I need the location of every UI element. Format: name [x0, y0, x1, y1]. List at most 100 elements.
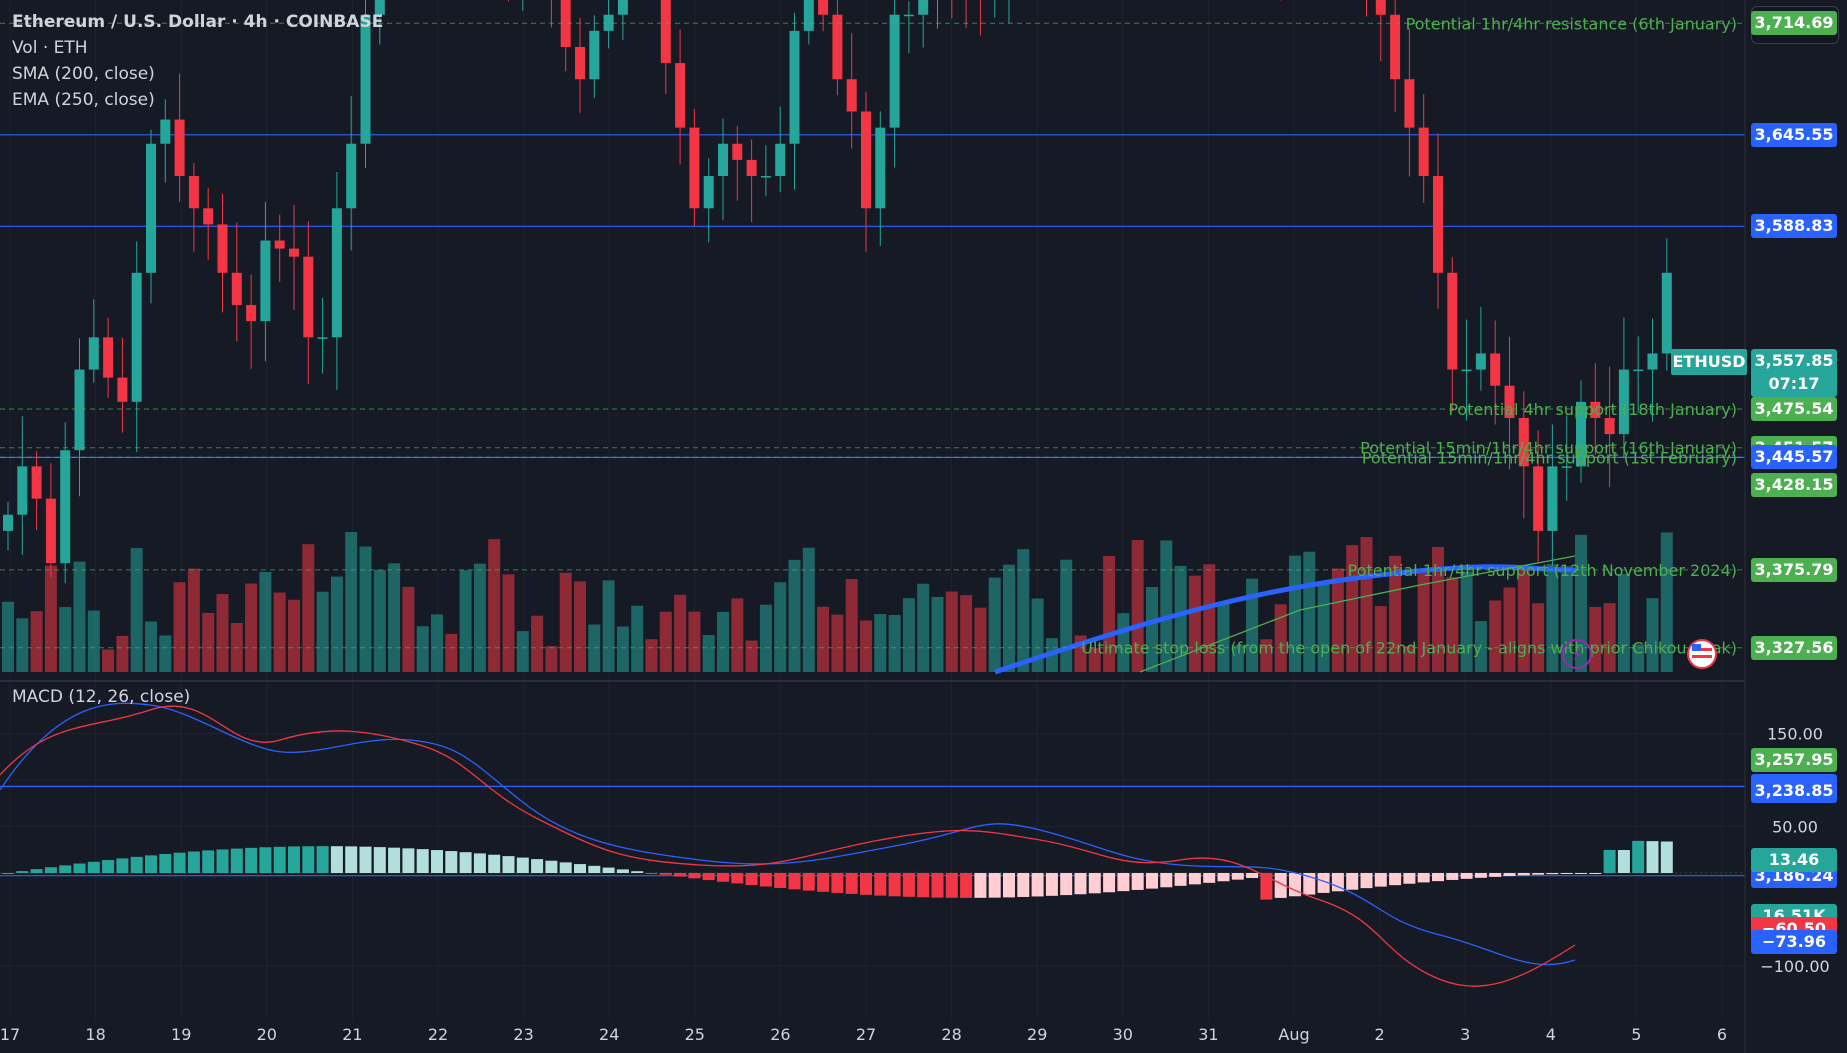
volume-bar	[1489, 600, 1502, 672]
current-price-tag: 3,557.85 07:17	[1751, 349, 1837, 397]
candle-body	[331, 208, 342, 338]
candle-body	[560, 0, 571, 47]
volume-bar	[1003, 564, 1015, 672]
candle-body	[689, 127, 700, 209]
macd-histogram-bar	[1460, 873, 1473, 879]
macd-histogram-bar	[2, 873, 14, 874]
volume-bar	[16, 618, 29, 672]
volume-bar	[1660, 532, 1673, 672]
candle-body	[60, 450, 71, 564]
volume-bar	[502, 574, 515, 672]
macd-histogram-bar	[373, 847, 386, 873]
macd-histogram-bar	[688, 873, 701, 879]
volume-bar	[1060, 559, 1073, 672]
candle-body	[1661, 272, 1672, 354]
macd-histogram-bar	[874, 873, 887, 896]
macd-histogram-bar	[1303, 873, 1316, 895]
volume-bar	[917, 583, 930, 672]
annotation-text: Potential 1hr/4hr resistance (6th Januar…	[1406, 14, 1737, 33]
ema-legend[interactable]: EMA (250, close)	[12, 90, 155, 110]
candle-body	[174, 119, 185, 177]
volume-bar	[302, 544, 315, 672]
macd-histogram-bar	[945, 873, 958, 898]
macd-histogram-bar	[1045, 873, 1058, 896]
time-tick: 22	[428, 1025, 448, 1044]
volume-bar	[330, 576, 343, 672]
macd-histogram-bar	[1403, 873, 1416, 884]
price-tag: 3,327.56	[1751, 635, 1837, 660]
macd-legend[interactable]: MACD (12, 26, close)	[12, 687, 191, 707]
volume-bar	[159, 635, 172, 672]
volume-bar	[1575, 534, 1587, 672]
volume-bar	[1217, 601, 1230, 672]
macd-histogram-bar	[316, 846, 329, 873]
macd-histogram-bar	[102, 860, 115, 873]
macd-histogram-bar	[202, 850, 215, 873]
volume-bar	[1231, 645, 1244, 672]
macd-histogram-bar	[1188, 873, 1201, 885]
time-tick: 6	[1717, 1025, 1727, 1044]
candle-body	[1561, 466, 1572, 468]
countdown: 07:17	[1768, 374, 1820, 393]
flag-icon[interactable]	[1687, 639, 1717, 669]
volume-bar	[359, 546, 372, 672]
macd-histogram-bar	[230, 848, 243, 873]
macd-pane	[0, 702, 1745, 987]
candle-body	[131, 272, 142, 402]
volume-bar	[30, 611, 43, 672]
time-tick: 26	[770, 1025, 790, 1044]
macd-histogram-bar	[259, 847, 272, 873]
candle-body	[1447, 272, 1458, 370]
macd-histogram-bar	[731, 873, 744, 884]
volume-bar	[288, 599, 300, 672]
volume-bar	[574, 581, 586, 672]
volume-bar	[1460, 571, 1473, 672]
volume-bar	[1403, 645, 1416, 672]
macd-histogram-bar	[73, 863, 86, 873]
time-tick: 21	[342, 1025, 362, 1044]
volume-legend[interactable]: Vol · ETH	[12, 38, 88, 58]
volume-bar	[1160, 540, 1173, 672]
sma-legend[interactable]: SMA (200, close)	[12, 64, 155, 84]
macd-tick: −100.00	[1760, 957, 1829, 976]
time-tick: 27	[856, 1025, 876, 1044]
macd-histogram-bar	[473, 853, 486, 873]
candle-body	[660, 0, 671, 64]
macd-histogram-bar	[1517, 873, 1530, 876]
volume-bar	[416, 626, 429, 672]
volume-bar	[802, 547, 815, 672]
macd-histogram-bar	[559, 862, 572, 873]
annotation-text: Potential 1hr/4hr support (12th November…	[1348, 561, 1737, 580]
macd-histogram-bar	[1260, 873, 1273, 900]
volume-bar	[173, 582, 186, 672]
volume-bar	[259, 571, 272, 672]
flash-icon[interactable]: ⚡	[1562, 639, 1592, 669]
volume-bar	[831, 614, 844, 672]
macd-histogram-bar	[902, 873, 915, 897]
volume-bar	[1374, 606, 1387, 672]
candle-body	[374, 0, 385, 15]
macd-histogram-bar	[502, 856, 515, 873]
macd-histogram-bar	[416, 849, 429, 873]
volume-bar	[645, 639, 658, 672]
price-tag: 3,475.54	[1751, 397, 1837, 422]
macd-histogram-bar	[359, 846, 372, 873]
macd-histogram-bar	[1532, 873, 1545, 875]
time-tick: 5	[1631, 1025, 1641, 1044]
volume-bar	[1589, 606, 1602, 672]
macd-histogram-bar	[960, 873, 973, 898]
candle-body	[360, 14, 371, 144]
volume-bar	[745, 640, 758, 672]
macd-histogram-bar	[1560, 873, 1573, 874]
volume-bar	[988, 577, 1001, 672]
macd-histogram-bar	[145, 855, 157, 873]
volume-bar	[616, 626, 629, 672]
volume-bar	[1017, 549, 1030, 672]
macd-histogram-bar	[531, 859, 544, 873]
macd-tag: 13.46	[1751, 848, 1837, 873]
macd-histogram-bar	[16, 871, 29, 873]
candle-body	[117, 377, 128, 402]
candle-body	[1518, 417, 1529, 467]
macd-histogram-bar	[717, 873, 729, 882]
